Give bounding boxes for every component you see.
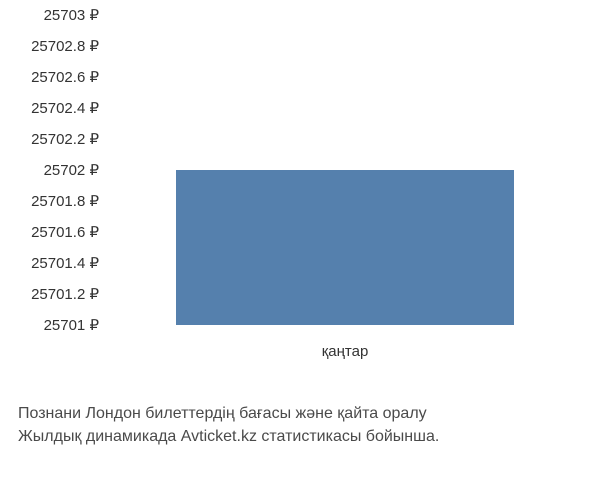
y-tick-label: 25701.4 ₽ [31,254,99,272]
y-tick-label: 25701.6 ₽ [31,223,99,241]
y-tick-label: 25702.6 ₽ [31,68,99,86]
y-tick-label: 25702 ₽ [44,161,99,179]
x-tick-label: қаңтар [322,343,369,360]
y-tick-label: 25703 ₽ [44,6,99,24]
bar [176,170,514,325]
y-tick-label: 25701.2 ₽ [31,285,99,303]
chart-caption: Познани Лондон билеттердің бағасы және қ… [18,403,439,448]
y-axis: 25703 ₽25702.8 ₽25702.6 ₽25702.4 ₽25702.… [0,15,105,355]
y-tick-label: 25701.8 ₽ [31,192,99,210]
caption-line-1: Познани Лондон билеттердің бағасы және қ… [18,403,439,425]
y-tick-label: 25702.4 ₽ [31,99,99,117]
y-tick-label: 25702.2 ₽ [31,130,99,148]
y-tick-label: 25702.8 ₽ [31,37,99,55]
plot-area: қаңтар [110,15,580,325]
price-chart: 25703 ₽25702.8 ₽25702.6 ₽25702.4 ₽25702.… [0,15,600,355]
caption-line-2: Жылдық динамикада Avticket.kz статистика… [18,426,439,448]
y-tick-label: 25701 ₽ [44,316,99,334]
